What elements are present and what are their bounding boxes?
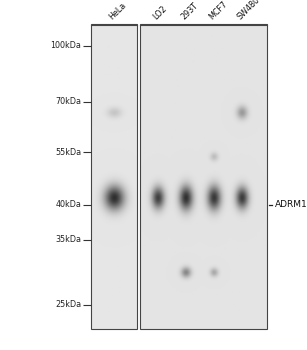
Bar	[140, 25, 267, 329]
Bar	[91, 25, 137, 329]
Text: HeLa: HeLa	[107, 0, 128, 21]
Text: ADRM1: ADRM1	[275, 200, 307, 209]
Text: 40kDa: 40kDa	[56, 200, 81, 209]
Text: 25kDa: 25kDa	[55, 300, 81, 309]
Text: SW480: SW480	[235, 0, 261, 21]
Text: 100kDa: 100kDa	[50, 41, 81, 50]
Text: LO2: LO2	[151, 4, 169, 21]
Text: 70kDa: 70kDa	[55, 97, 81, 106]
Text: 55kDa: 55kDa	[55, 148, 81, 157]
Text: 293T: 293T	[179, 0, 200, 21]
Text: 35kDa: 35kDa	[55, 235, 81, 244]
Text: MCF7: MCF7	[207, 0, 229, 21]
